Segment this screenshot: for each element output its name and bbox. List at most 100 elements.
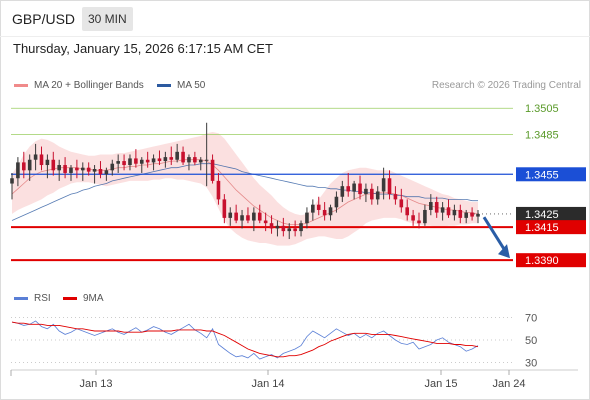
candle (169, 146, 174, 166)
candle (429, 194, 433, 216)
candle-body (51, 159, 56, 171)
candle-body (163, 157, 168, 162)
level-label: 1.3505 (525, 103, 559, 115)
candle-body (110, 163, 115, 171)
candle (358, 175, 362, 200)
level-label: 1.3390 (516, 253, 586, 268)
level-label-text: 1.3390 (525, 255, 559, 267)
candle (10, 172, 14, 200)
candle (340, 180, 345, 203)
candle-body (434, 202, 439, 213)
level-label: 1.3485 (525, 130, 559, 142)
chart-datetime: Thursday, January 15, 2026 6:17:15 AM CE… (13, 41, 273, 56)
candle-body (470, 212, 474, 217)
candle (134, 149, 138, 168)
candle-body (387, 178, 392, 195)
candle-body (57, 165, 61, 171)
candle-body (263, 220, 268, 224)
candle (287, 223, 292, 240)
candle (375, 186, 380, 205)
candle (316, 196, 321, 216)
candle-body (145, 159, 150, 163)
legend-swatch-rsi (14, 296, 28, 300)
candle (252, 207, 256, 232)
candle-body (122, 161, 126, 166)
candle-body (429, 202, 433, 210)
legend-ma50: MA 50 (157, 80, 205, 91)
candle (334, 191, 339, 213)
level-label-text: 1.3485 (525, 130, 559, 142)
candle-body (352, 183, 356, 192)
level-label-box (516, 167, 586, 182)
candle (210, 154, 215, 184)
candle-body (299, 223, 303, 232)
candle-body (358, 183, 362, 195)
candle (157, 150, 162, 166)
timeframe-badge[interactable]: 30 MIN (82, 7, 133, 31)
candle (452, 204, 457, 221)
candle-body (80, 167, 85, 171)
candle (393, 186, 398, 205)
candle (175, 143, 179, 163)
candle (446, 199, 451, 218)
legend-rsi: RSI (14, 293, 51, 304)
candle (21, 151, 26, 179)
candle (364, 183, 368, 203)
candle (193, 151, 197, 166)
candle (381, 167, 386, 200)
candle (263, 212, 268, 232)
candle (98, 161, 103, 179)
legend-bollinger-label: MA 20 + Bollinger Bands (34, 80, 144, 91)
forecast-arrow-shaft (482, 216, 508, 253)
candle-body (417, 220, 421, 224)
candle-body (234, 212, 238, 221)
candle-body (181, 151, 185, 163)
candle-body (399, 199, 404, 208)
legend-ma50-label: MA 50 (177, 80, 206, 91)
candle (104, 167, 109, 181)
candle (198, 157, 203, 171)
candle-body (139, 159, 144, 164)
candle-body (364, 188, 368, 195)
candle-body (116, 161, 120, 164)
candle (92, 165, 97, 184)
candle-body (340, 186, 345, 197)
candle-body (151, 158, 156, 163)
candle-body (476, 213, 480, 217)
level-label-box (516, 206, 586, 221)
rsi-ma-line (11, 321, 479, 358)
candle-body (305, 212, 309, 224)
candle-body (39, 154, 44, 166)
candle (299, 220, 303, 237)
candle (423, 204, 427, 226)
candle (222, 194, 227, 224)
candle (110, 159, 115, 176)
candle (75, 159, 79, 179)
candle (163, 151, 168, 168)
candle (311, 199, 315, 221)
candle (352, 180, 356, 200)
candle (434, 196, 439, 218)
candle-body (440, 207, 445, 213)
candle (246, 207, 250, 224)
candle-body (98, 169, 103, 175)
candle (387, 170, 392, 200)
candle (228, 207, 233, 226)
candle-body (63, 165, 67, 173)
level-label: 1.3425 (516, 206, 586, 221)
level-label-box (516, 253, 586, 268)
candle (370, 183, 374, 205)
legend-swatch-ma50 (157, 83, 171, 87)
candle-body (69, 167, 73, 173)
candle-body (104, 170, 109, 175)
rsi-tick-label: 70 (525, 313, 537, 325)
legend-bollinger: MA 20 + Bollinger Bands (14, 80, 144, 91)
candle (293, 220, 297, 237)
candle (470, 207, 474, 221)
candle-body (187, 157, 191, 163)
candle-body (381, 178, 386, 192)
candle-body (228, 212, 233, 218)
candle (51, 151, 56, 176)
candle-body (21, 162, 26, 171)
